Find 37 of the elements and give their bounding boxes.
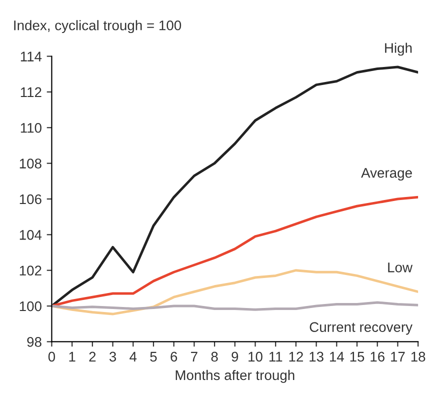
- x-axis-title: Months after trough: [176, 370, 294, 383]
- x-tick-label: 4: [130, 352, 137, 362]
- line-series: [52, 196, 418, 308]
- x-tick-label: 5: [150, 352, 157, 362]
- series-label: Average: [361, 168, 412, 181]
- x-tick-label: 1: [69, 352, 76, 362]
- x-tick-label: 12: [289, 352, 303, 362]
- x-tick-label: 13: [310, 352, 324, 362]
- y-tick-label: 100: [20, 301, 42, 312]
- series-label: High: [385, 42, 412, 56]
- line-series: [52, 301, 418, 311]
- x-tick-label: 9: [232, 352, 238, 362]
- x-tick-label: 8: [211, 352, 218, 362]
- x-tick-label: 3: [109, 352, 116, 362]
- y-tick-label: 112: [20, 87, 42, 97]
- y-tick-label: 114: [20, 52, 42, 62]
- x-tick-label: 16: [370, 352, 384, 362]
- x-tick-label: 14: [330, 352, 344, 362]
- y-tick-label: 98: [27, 337, 42, 347]
- x-tick-label: 7: [191, 352, 198, 362]
- y-tick-label: 108: [20, 158, 42, 168]
- x-tick-label: 17: [391, 352, 405, 362]
- x-tick-label: 10: [248, 352, 262, 362]
- series-label: Low: [388, 262, 413, 272]
- series-label: Current recovery: [310, 322, 412, 335]
- x-tick-label: 18: [411, 352, 426, 362]
- line-series: [52, 66, 418, 308]
- x-tick-label: 0: [48, 352, 56, 362]
- y-tick-label: 102: [20, 266, 42, 276]
- y-tick-label: 106: [20, 194, 42, 204]
- y-axis-title: Index, cyclical trough = 100: [14, 20, 182, 34]
- x-tick-label: 11: [269, 352, 282, 362]
- x-tick-label: 15: [350, 352, 364, 362]
- x-tick-label: 6: [170, 352, 178, 362]
- x-tick-label: 2: [89, 352, 96, 362]
- y-tick-label: 110: [20, 122, 42, 133]
- y-tick-label: 104: [20, 230, 42, 240]
